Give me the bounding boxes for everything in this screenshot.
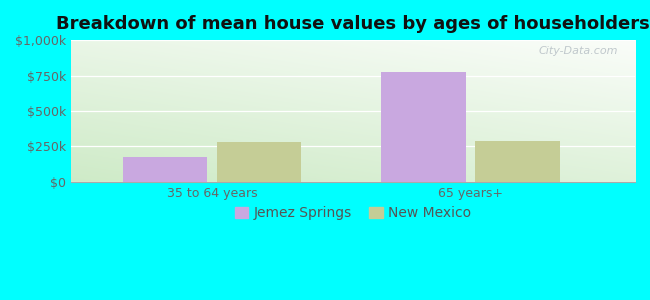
Legend: Jemez Springs, New Mexico: Jemez Springs, New Mexico [229,201,477,226]
Bar [216,142,302,182]
Bar [381,72,466,182]
Bar [475,141,560,182]
Bar [123,157,207,182]
Text: City-Data.com: City-Data.com [539,46,618,56]
Title: Breakdown of mean house values by ages of householders: Breakdown of mean house values by ages o… [56,15,650,33]
